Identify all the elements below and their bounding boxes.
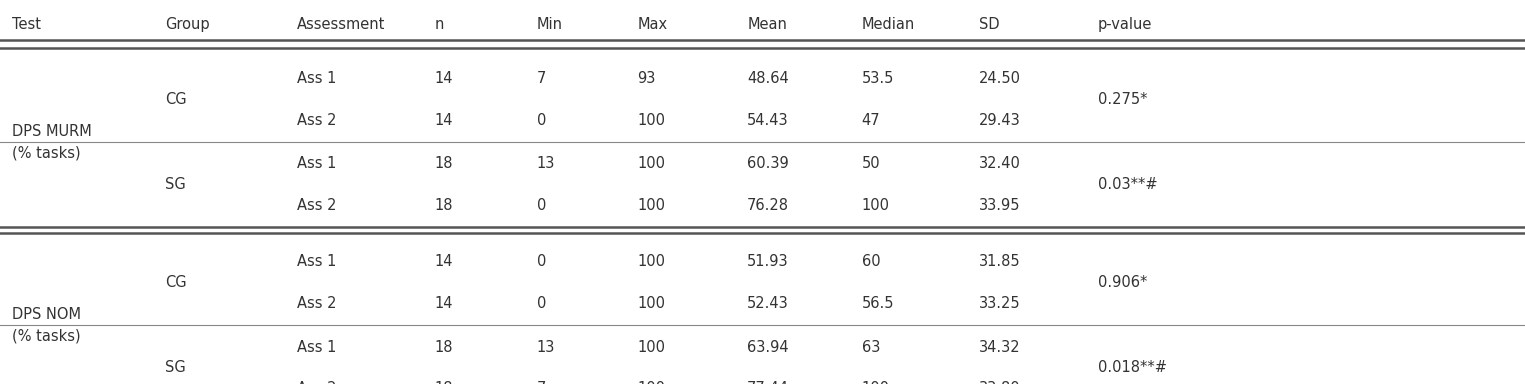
- Text: 76.28: 76.28: [747, 198, 790, 213]
- Text: 54.43: 54.43: [747, 113, 788, 128]
- Text: 100: 100: [637, 339, 665, 355]
- Text: 93: 93: [637, 71, 656, 86]
- Text: 29.43: 29.43: [979, 113, 1020, 128]
- Text: DPS MURM
(% tasks): DPS MURM (% tasks): [12, 124, 92, 160]
- Text: Max: Max: [637, 17, 668, 33]
- Text: 14: 14: [435, 71, 453, 86]
- Text: 24.50: 24.50: [979, 71, 1022, 86]
- Text: 31.85: 31.85: [979, 254, 1020, 270]
- Text: 14: 14: [435, 296, 453, 311]
- Text: 48.64: 48.64: [747, 71, 788, 86]
- Text: n: n: [435, 17, 444, 33]
- Text: 51.93: 51.93: [747, 254, 788, 270]
- Text: 14: 14: [435, 254, 453, 270]
- Text: 100: 100: [637, 156, 665, 172]
- Text: 7: 7: [537, 71, 546, 86]
- Text: 0: 0: [537, 254, 546, 270]
- Text: 0: 0: [537, 296, 546, 311]
- Text: 100: 100: [637, 254, 665, 270]
- Text: 47: 47: [862, 113, 880, 128]
- Text: 13: 13: [537, 339, 555, 355]
- Text: Ass 1: Ass 1: [297, 156, 337, 172]
- Text: 60: 60: [862, 254, 880, 270]
- Text: 100: 100: [862, 381, 889, 384]
- Text: 33.25: 33.25: [979, 296, 1020, 311]
- Text: 13: 13: [537, 156, 555, 172]
- Text: DPS NOM
(% tasks): DPS NOM (% tasks): [12, 307, 81, 343]
- Text: SG: SG: [165, 360, 186, 376]
- Text: 56.5: 56.5: [862, 296, 894, 311]
- Text: 18: 18: [435, 381, 453, 384]
- Text: 63: 63: [862, 339, 880, 355]
- Text: 63.94: 63.94: [747, 339, 788, 355]
- Text: Ass 1: Ass 1: [297, 254, 337, 270]
- Text: Group: Group: [165, 17, 209, 33]
- Text: 60.39: 60.39: [747, 156, 788, 172]
- Text: Test: Test: [12, 17, 41, 33]
- Text: 0: 0: [537, 113, 546, 128]
- Text: Ass 2: Ass 2: [297, 381, 337, 384]
- Text: 18: 18: [435, 198, 453, 213]
- Text: Ass 2: Ass 2: [297, 198, 337, 213]
- Text: Mean: Mean: [747, 17, 787, 33]
- Text: CG: CG: [165, 275, 186, 290]
- Text: 52.43: 52.43: [747, 296, 788, 311]
- Text: Ass 2: Ass 2: [297, 113, 337, 128]
- Text: 33.95: 33.95: [979, 198, 1020, 213]
- Text: 0.03**#: 0.03**#: [1098, 177, 1157, 192]
- Text: 0.018**#: 0.018**#: [1098, 360, 1167, 376]
- Text: 33.80: 33.80: [979, 381, 1020, 384]
- Text: 7: 7: [537, 381, 546, 384]
- Text: 50: 50: [862, 156, 880, 172]
- Text: 32.40: 32.40: [979, 156, 1020, 172]
- Text: 100: 100: [637, 113, 665, 128]
- Text: 14: 14: [435, 113, 453, 128]
- Text: 0: 0: [537, 198, 546, 213]
- Text: 0.275*: 0.275*: [1098, 92, 1147, 107]
- Text: 0.906*: 0.906*: [1098, 275, 1147, 290]
- Text: Min: Min: [537, 17, 563, 33]
- Text: 100: 100: [637, 381, 665, 384]
- Text: 53.5: 53.5: [862, 71, 894, 86]
- Text: 100: 100: [637, 198, 665, 213]
- Text: p-value: p-value: [1098, 17, 1153, 33]
- Text: CG: CG: [165, 92, 186, 107]
- Text: Assessment: Assessment: [297, 17, 386, 33]
- Text: Ass 1: Ass 1: [297, 71, 337, 86]
- Text: 34.32: 34.32: [979, 339, 1020, 355]
- Text: 100: 100: [637, 296, 665, 311]
- Text: 18: 18: [435, 156, 453, 172]
- Text: Ass 1: Ass 1: [297, 339, 337, 355]
- Text: SD: SD: [979, 17, 1000, 33]
- Text: 18: 18: [435, 339, 453, 355]
- Text: 100: 100: [862, 198, 889, 213]
- Text: Ass 2: Ass 2: [297, 296, 337, 311]
- Text: Median: Median: [862, 17, 915, 33]
- Text: SG: SG: [165, 177, 186, 192]
- Text: 77.44: 77.44: [747, 381, 790, 384]
